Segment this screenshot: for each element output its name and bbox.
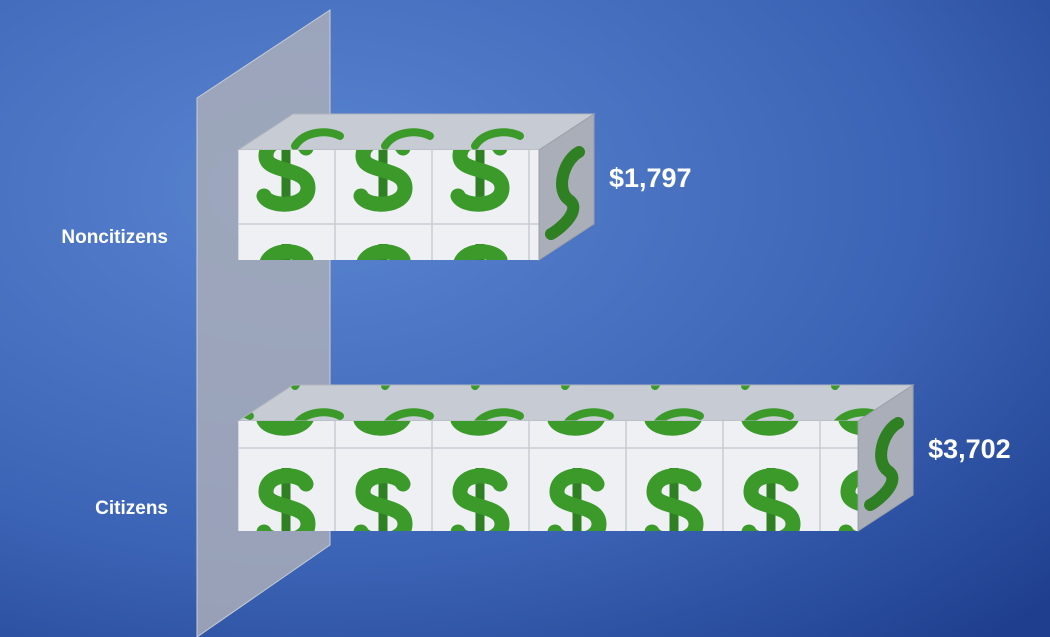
- bar: [238, 150, 539, 260]
- bar-top: [236, 384, 915, 422]
- category-label: Noncitizens: [61, 227, 168, 248]
- value-label: $1,797: [609, 163, 692, 193]
- bar: [238, 421, 859, 531]
- bar-side-icon: [864, 417, 905, 511]
- category-label: Citizens: [95, 498, 168, 519]
- wall: [196, 9, 331, 637]
- bar-side-icon: [544, 146, 585, 240]
- value-label: $3,702: [928, 434, 1011, 464]
- bar-top: [236, 113, 596, 151]
